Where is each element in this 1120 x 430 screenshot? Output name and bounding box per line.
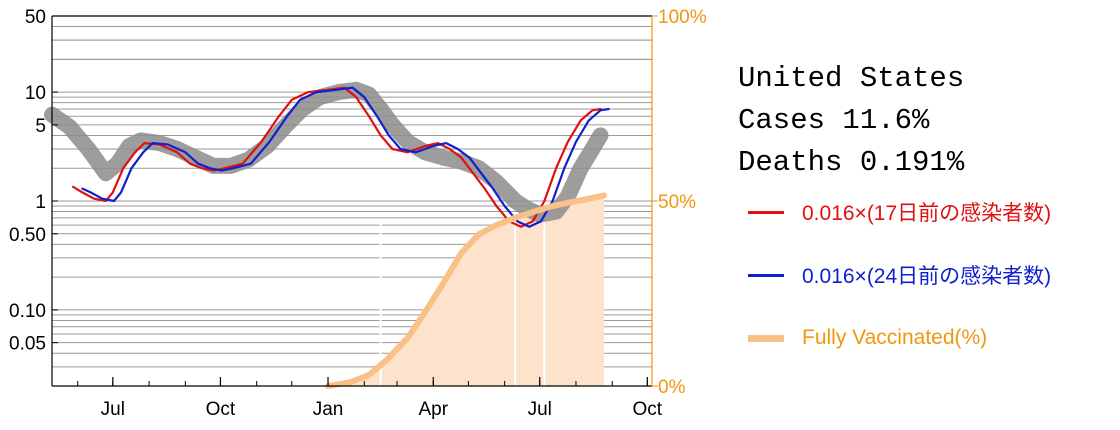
x-tick-label: Jan — [313, 399, 344, 420]
x-tick-label: Oct — [633, 399, 663, 420]
x-tick-label: Jul — [101, 399, 125, 420]
legend-item-vaccinated: Fully Vaccinated(%) — [748, 324, 1051, 352]
series-line-vaccinated — [325, 192, 607, 389]
y2-tick-label: 0% — [658, 377, 686, 398]
info-deaths: Deaths 0.191% — [738, 146, 965, 179]
legend-swatch-orange — [748, 334, 784, 342]
series-line-24days — [81, 86, 610, 228]
series-line-17days — [72, 86, 602, 228]
legend-swatch-blue — [748, 273, 784, 277]
vaccination-fill — [328, 195, 605, 386]
y-tick-label: 10 — [25, 83, 46, 104]
vaccination-area — [328, 195, 605, 386]
series-lines — [44, 81, 610, 389]
tick-labels: 50 10 5 1 0.50 0.10 0.05 100% 50% 0% Jul Oct Jan Apr J… — [9, 7, 707, 420]
y-tick-label: 0.10 — [9, 301, 46, 322]
legend-label-vaccinated: Fully Vaccinated(%) — [802, 326, 988, 349]
x-tick-label: Oct — [206, 399, 236, 420]
x-tick-label: Jul — [528, 399, 552, 420]
legend-label-17days: 0.016×(17日前の感染者数) — [802, 202, 1052, 225]
info-cases: Cases 11.6% — [738, 104, 930, 137]
y-tick-label: 0.50 — [9, 225, 46, 246]
legend-item-17days: 0.016×(17日前の感染者数) — [748, 198, 1051, 226]
y-tick-label: 0.05 — [9, 334, 46, 355]
legend-label-24days: 0.016×(24日前の感染者数) — [802, 265, 1052, 288]
y-tick-label: 50 — [25, 7, 46, 28]
y-tick-label: 5 — [35, 116, 46, 137]
legend-swatch-red — [748, 210, 784, 214]
legend-item-24days: 0.016×(24日前の感染者数) — [748, 261, 1051, 289]
x-tick-label: Apr — [418, 399, 448, 420]
axes — [51, 15, 658, 387]
info-panel: United States Cases 11.6% Deaths 0.191% — [738, 58, 964, 184]
y2-tick-label: 100% — [658, 7, 707, 28]
y2-tick-label: 50% — [658, 192, 696, 213]
y-tick-label: 1 — [35, 192, 46, 213]
legend: 0.016×(17日前の感染者数) 0.016×(24日前の感染者数) Full… — [748, 198, 1051, 387]
info-country: United States — [738, 62, 965, 95]
